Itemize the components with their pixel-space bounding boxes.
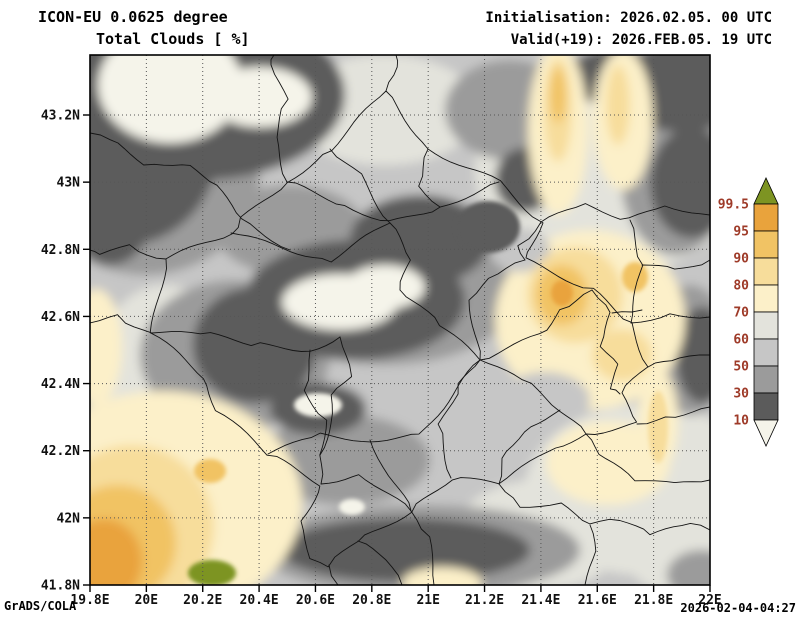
cloud-region [194, 459, 226, 483]
legend-label: 80 [733, 279, 749, 294]
model-title: ICON-EU 0.0625 degree [38, 8, 228, 26]
legend-segment [754, 204, 778, 231]
legend-segment [754, 231, 778, 258]
legend-segment [754, 393, 778, 420]
cloud-region [345, 265, 425, 309]
grads-credit: GrADS/COLA [4, 599, 77, 613]
legend-label: 10 [733, 414, 749, 429]
legend-label: 90 [733, 252, 749, 267]
lon-tick-label: 20E [135, 593, 158, 608]
lat-tick-label: 42.4N [41, 377, 80, 392]
legend-label: 50 [733, 360, 749, 375]
legend-segment [754, 285, 778, 312]
lat-tick-label: 42.8N [41, 243, 80, 258]
cloud-region [208, 67, 312, 127]
init-time: Initialisation: 2026.02.05. 00 UTC [485, 10, 772, 26]
creation-timestamp: 2026-02-04-04:27 [680, 601, 796, 615]
legend-segment [754, 339, 778, 366]
legend-label: 99.5 [718, 198, 749, 213]
cloud-region [456, 201, 520, 253]
lat-tick-label: 43N [57, 176, 81, 191]
lon-tick-label: 20.8E [352, 593, 391, 608]
cloud-field [22, 10, 765, 618]
legend-segment [754, 258, 778, 285]
lat-tick-label: 42.2N [41, 444, 80, 459]
cloud-region [339, 499, 365, 515]
lat-tick-label: 42N [57, 511, 81, 526]
cloud-region [280, 518, 530, 582]
cloud-region [648, 391, 668, 463]
lon-tick-label: 20.4E [240, 593, 279, 608]
legend-label: 60 [733, 333, 749, 348]
lon-tick-label: 21.6E [578, 593, 617, 608]
lon-tick-label: 21.8E [634, 593, 673, 608]
lon-tick-label: 20.2E [183, 593, 222, 608]
cloud-region [592, 329, 652, 381]
legend-label: 95 [733, 225, 749, 240]
lon-tick-label: 19.8E [70, 593, 109, 608]
lat-tick-label: 41.8N [41, 579, 80, 594]
lat-tick-label: 42.6N [41, 310, 80, 325]
lat-tick-label: 43.2N [41, 109, 80, 124]
lon-tick-label: 21.4E [521, 593, 560, 608]
lon-tick-label: 21E [416, 593, 439, 608]
variable-title: Total Clouds [ %] [96, 30, 250, 48]
weather-map-svg: 43.2N 43N 42.8N 42.6N 42.4N 42.2N 42N 41.8N19.8… [0, 0, 800, 618]
cloud-region [188, 560, 236, 586]
legend-segment [754, 312, 778, 339]
legend-label: 70 [733, 306, 749, 321]
legend-label: 30 [733, 387, 749, 402]
legend-segment [754, 366, 778, 393]
valid-time: Valid(+19): 2026.FEB.05. 19 UTC [511, 32, 772, 48]
lon-tick-label: 21.2E [465, 593, 504, 608]
cloud-region [622, 262, 648, 292]
weather-chart-page: 43.2N 43N 42.8N 42.6N 42.4N 42.2N 42N 41.8N19.8… [0, 0, 800, 618]
lon-tick-label: 20.6E [296, 593, 335, 608]
cloud-region [606, 65, 630, 145]
cloud-region [551, 280, 573, 306]
